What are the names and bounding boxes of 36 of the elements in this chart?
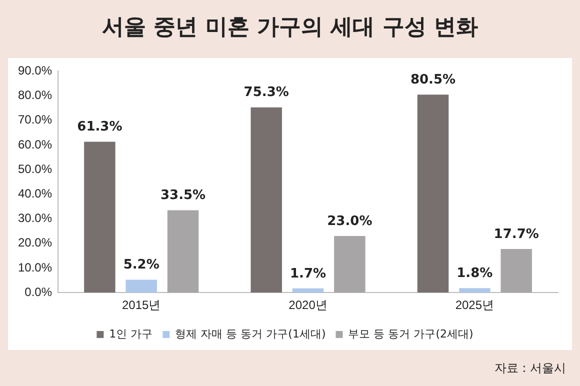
legend-label: 1인 가구: [109, 327, 153, 340]
y-tick-label: 70.0%: [18, 112, 52, 127]
y-tick-label: 10.0%: [18, 260, 52, 274]
data-label: 61.3%: [77, 120, 122, 135]
bar: [500, 249, 532, 293]
y-tick-label: 80.0%: [18, 88, 52, 102]
bar: [167, 210, 199, 293]
bar: [84, 142, 116, 293]
data-label: 80.5%: [410, 72, 456, 88]
legend-label: 부모 등 동거 가구(2세대): [348, 327, 474, 340]
data-label: 33.5%: [160, 188, 206, 204]
bar: [250, 107, 282, 293]
y-tick-label: 20.0%: [18, 236, 52, 250]
data-label: 1.8%: [456, 266, 493, 282]
data-label: 1.7%: [290, 266, 326, 282]
x-tick-label: 2025년: [455, 298, 494, 312]
data-label: 17.7%: [494, 226, 539, 242]
chart-title: 서울 중년 미혼 가구의 세대 구성 변화: [101, 14, 479, 42]
bar: [417, 94, 449, 293]
data-label: 23.0%: [327, 214, 372, 229]
data-label: 5.2%: [123, 258, 160, 273]
text: 자료 : 서울시: [494, 360, 566, 377]
y-tick-label: 50.0%: [18, 162, 52, 176]
y-tick-label: 30.0%: [18, 211, 52, 226]
bar: [459, 288, 490, 293]
bar: [126, 280, 157, 293]
bar: [334, 236, 366, 293]
bar: [292, 288, 324, 293]
x-tick-label: 2015년: [122, 298, 161, 312]
y-tick-label: 0.0%: [24, 284, 52, 299]
y-tick-label: 90.0%: [18, 64, 52, 78]
data-label: 75.3%: [244, 85, 289, 100]
y-tick-label: 40.0%: [18, 186, 52, 201]
y-tick-label: 60.0%: [18, 137, 52, 152]
x-tick-label: 2020년: [288, 298, 328, 312]
legend-label: 형제 자매 등 동거 가구(1세대): [175, 327, 326, 340]
